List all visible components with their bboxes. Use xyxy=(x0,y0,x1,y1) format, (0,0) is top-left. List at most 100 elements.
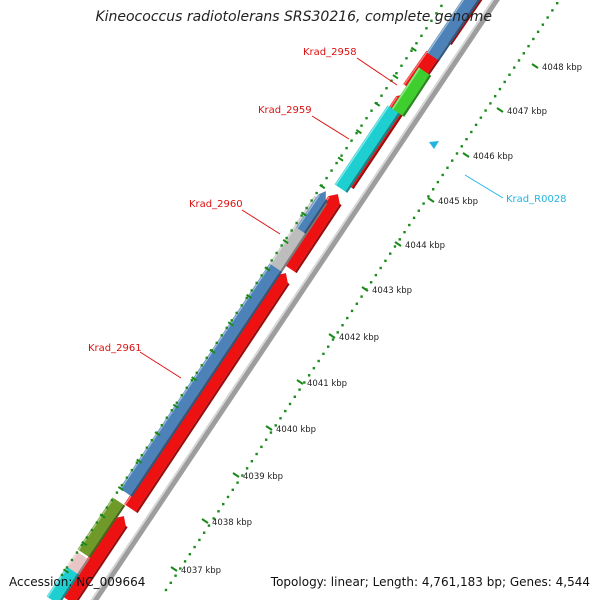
dot-right xyxy=(336,331,339,334)
dot-right xyxy=(422,202,425,205)
scale-tick xyxy=(170,566,178,572)
dot-right xyxy=(451,159,454,162)
gene-label-krad-2958: Krad_2958 xyxy=(303,47,357,58)
label-leader-5 xyxy=(464,174,504,199)
scale-tick xyxy=(427,197,435,203)
rna-marker-icon xyxy=(429,141,439,149)
dot-right xyxy=(403,230,406,234)
feature-blue-1-shade xyxy=(130,270,283,497)
feature-pink-1-body xyxy=(66,551,88,574)
feature-cyan-1-highlight xyxy=(47,566,69,598)
backbone-shadow xyxy=(92,0,500,600)
dot-left xyxy=(95,521,99,524)
scale-tick xyxy=(394,241,402,247)
dot-left xyxy=(110,498,114,502)
backbone-highlight xyxy=(90,0,495,600)
label-leaders xyxy=(139,57,504,379)
dot-right xyxy=(546,16,549,19)
scale-label-5: 4041 kbp xyxy=(307,379,347,389)
dot-right xyxy=(408,223,411,227)
feature-olive-1-body xyxy=(77,497,124,557)
feature-cyan-2-highlight xyxy=(335,105,390,186)
dot-left xyxy=(195,371,198,374)
dot-left xyxy=(430,19,433,23)
dot-left xyxy=(225,326,228,330)
dot-left xyxy=(125,476,129,479)
dot-right xyxy=(179,567,182,570)
dot-right xyxy=(317,359,320,363)
dot-right xyxy=(255,452,258,456)
major-tick-left xyxy=(191,376,198,382)
cds-arrow-4-shade xyxy=(351,103,410,190)
dot-right xyxy=(326,345,330,348)
dot-right xyxy=(393,245,397,248)
dot-left xyxy=(175,401,179,404)
feature-cyan-2-shade xyxy=(345,112,401,193)
dot-right xyxy=(498,87,502,91)
dot-right xyxy=(245,467,249,470)
dot-right xyxy=(341,324,344,327)
gene-label-krad-r0028: Krad_R0028 xyxy=(506,194,567,205)
dot-left xyxy=(440,4,443,8)
dot-left xyxy=(145,446,149,449)
dot-left xyxy=(280,244,283,247)
gene-label-krad-2959: Krad_2959 xyxy=(258,105,312,116)
dot-right xyxy=(298,388,301,391)
dot-right xyxy=(198,538,201,542)
cds-arrow-1-body xyxy=(62,516,126,600)
cds-arrow-3-shade xyxy=(294,203,342,274)
dot-left xyxy=(410,49,413,52)
scale-label-8: 4044 kbp xyxy=(405,241,445,251)
dot-right xyxy=(288,402,292,406)
dot-left xyxy=(315,191,318,195)
dot-left xyxy=(90,528,94,532)
genes-value: 4,544 xyxy=(555,575,590,589)
dot-left xyxy=(150,438,154,442)
dot-left xyxy=(135,461,139,464)
dot-right xyxy=(484,109,487,112)
dot-right xyxy=(446,166,449,169)
dot-left xyxy=(190,379,193,382)
dot-right xyxy=(226,495,230,499)
dot-left xyxy=(250,289,253,292)
dot-right xyxy=(455,152,459,155)
dot-right xyxy=(350,309,354,313)
topology-info: Topology: linear; Length: 4,761,183 bp; … xyxy=(270,575,590,589)
dot-right xyxy=(369,281,373,284)
scale-label-6: 4042 kbp xyxy=(339,333,379,343)
dot-left xyxy=(340,154,343,157)
dot-left xyxy=(140,453,144,457)
scale-tick xyxy=(496,107,504,113)
length-value: 4,761,183 bp xyxy=(421,575,502,589)
dot-right xyxy=(398,238,401,241)
cds-arrow-5-highlight xyxy=(403,51,428,86)
feature-blue-2-highlight xyxy=(427,0,465,54)
dot-right xyxy=(417,209,421,212)
dot-left xyxy=(165,416,169,419)
major-tick-left xyxy=(172,403,179,409)
dot-right xyxy=(188,553,192,556)
cds-arrow-3-body xyxy=(283,194,340,272)
accession-info: Accession: NC_009664 xyxy=(9,575,145,589)
scale-label-12: 4048 kbp xyxy=(542,63,582,73)
dot-right xyxy=(532,37,535,41)
dot-right xyxy=(212,517,215,520)
scale-tick xyxy=(265,425,273,431)
major-tick-left xyxy=(117,486,124,492)
scale-label-7: 4043 kbp xyxy=(372,286,412,296)
dot-right xyxy=(551,9,554,12)
dot-right xyxy=(470,130,473,134)
dot-left xyxy=(65,566,69,569)
dot-right xyxy=(293,395,297,398)
dot-left xyxy=(365,116,368,120)
dot-right xyxy=(536,30,540,34)
feature-blue-2-shade xyxy=(437,0,481,61)
dot-right xyxy=(522,52,525,55)
scale-label-4: 4040 kbp xyxy=(276,425,316,435)
accession-label: Accession: xyxy=(9,575,73,589)
dot-left xyxy=(105,506,109,509)
feature-cyan-1-body xyxy=(46,566,78,600)
dot-left xyxy=(255,281,258,285)
feature-blue-1-highlight xyxy=(120,263,272,490)
dot-left xyxy=(160,424,164,427)
